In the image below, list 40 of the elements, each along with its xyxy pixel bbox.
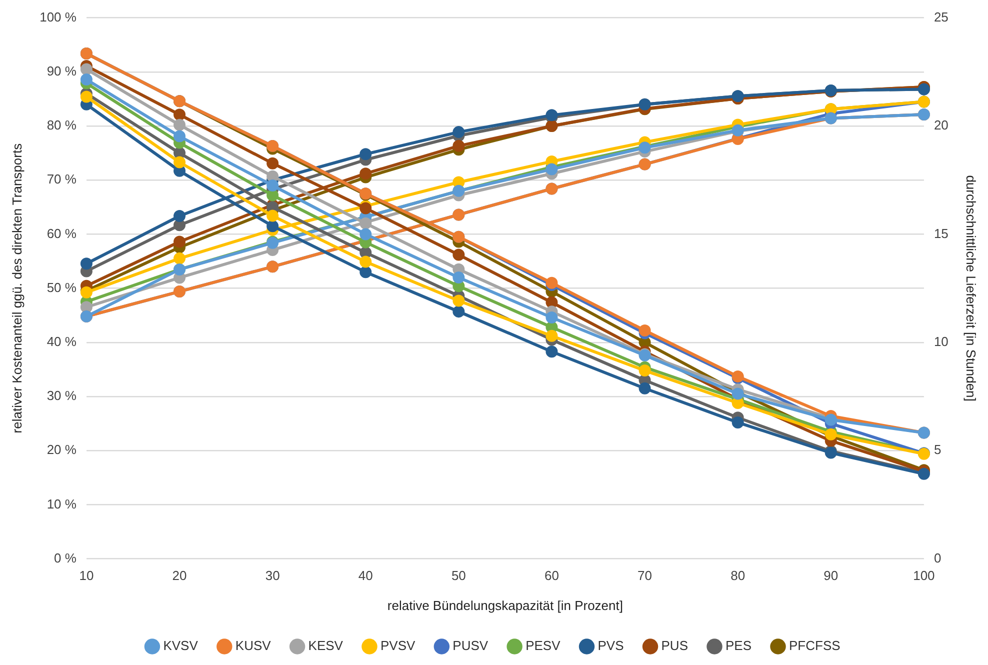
y-tick-label: 100 % [40, 9, 77, 24]
y2-tick-label: 5 [934, 442, 942, 458]
x-tick-label: 100 [913, 568, 935, 584]
x-tick-label: 40 [358, 568, 373, 584]
y2-tick-label: 25 [934, 9, 948, 24]
x-tick-label: 10 [79, 568, 94, 584]
y-tick-label: 20 % [46, 442, 77, 458]
y2-tick-label: 0 [934, 550, 942, 566]
y-tick-label: 30 % [46, 388, 77, 404]
legend-label: PUSV [452, 638, 488, 654]
x-tick-label: 20 [172, 568, 187, 584]
y2-tick-label: 10 [934, 334, 948, 349]
y-tick-label: 0 % [54, 550, 77, 566]
legend-label: PESV [526, 638, 561, 654]
y2-tick-label: 15 [934, 226, 948, 241]
legend-label: PFCFSS [789, 638, 841, 654]
x-tick-label: 30 [265, 568, 280, 584]
x-tick-label: 70 [638, 568, 652, 584]
y-axis-title: relativer Kostenanteil ggü. des direkten Transports [9, 142, 24, 434]
y-tick-label: 50 % [46, 280, 77, 295]
legend-label: PUS [661, 638, 688, 654]
y-tick-label: 10 % [46, 496, 77, 512]
x-tick-label: 80 [730, 568, 746, 584]
y-tick-label: 40 % [46, 334, 77, 349]
x-tick-label: 50 [451, 568, 466, 584]
legend-label: KVSV [163, 638, 198, 654]
y2-tick-label: 20 [934, 118, 948, 133]
legend-label: KESV [308, 638, 344, 654]
x-tick-label: 60 [544, 568, 559, 584]
legend-label: PES [725, 638, 752, 654]
legend-label: PVSV [380, 638, 416, 654]
x-tick-label: 90 [824, 568, 838, 584]
y-tick-label: 80 % [46, 118, 77, 133]
y-tick-label: 60 % [46, 226, 77, 241]
x-axis-title: relative Bündelungskapazität [in Prozent] [387, 598, 623, 613]
y-tick-label: 70 % [46, 172, 77, 187]
y2-axis-title: durchschnittliche Lieferzeit [in Stunden] [964, 175, 979, 402]
legend-label: KUSV [235, 638, 272, 654]
legend-label: PVS [598, 638, 624, 654]
y-tick-label: 90 % [46, 63, 77, 78]
